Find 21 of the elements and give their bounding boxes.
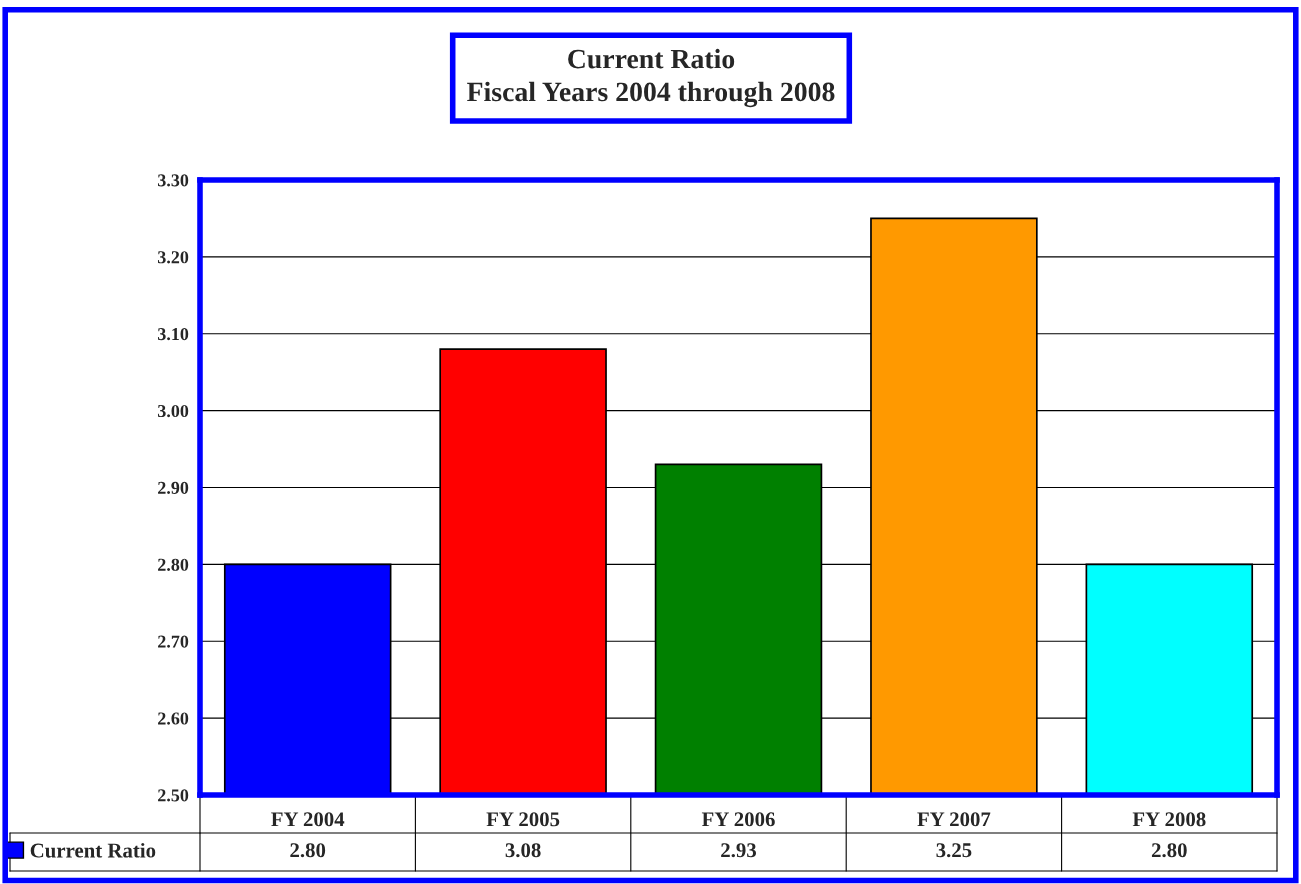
- x-tick-label: FY 2007: [917, 812, 991, 827]
- y-tick-label: 3.20: [157, 251, 189, 264]
- y-tick-label: 2.90: [158, 481, 189, 495]
- x-tick-label: FY 2004: [271, 812, 345, 827]
- y-tick-label: 3.10: [157, 328, 189, 341]
- x-tick-label: FY 2008: [1132, 812, 1206, 827]
- y-tick-label: 2.70: [158, 635, 189, 648]
- x-tick-label: FY 2006: [701, 812, 775, 827]
- chart-title: Current Ratio Fiscal Years 2004 through 2008: [467, 48, 835, 108]
- y-tick-label: 2.50: [158, 789, 189, 802]
- legend-label: Current Ratio: [30, 842, 156, 858]
- y-tick-label: 2.80: [158, 558, 189, 571]
- y-tick-label: 3.00: [157, 404, 189, 418]
- y-tick-label: 3.30: [157, 174, 189, 187]
- data-label: 2.80: [1151, 843, 1187, 858]
- y-tick-label: 2.60: [158, 712, 189, 725]
- data-label: 2.93: [721, 843, 757, 858]
- data-label: 3.25: [936, 843, 972, 858]
- data-label: 2.80: [290, 843, 326, 858]
- x-tick-label: FY 2005: [486, 812, 560, 827]
- data-label: 3.08: [505, 843, 541, 858]
